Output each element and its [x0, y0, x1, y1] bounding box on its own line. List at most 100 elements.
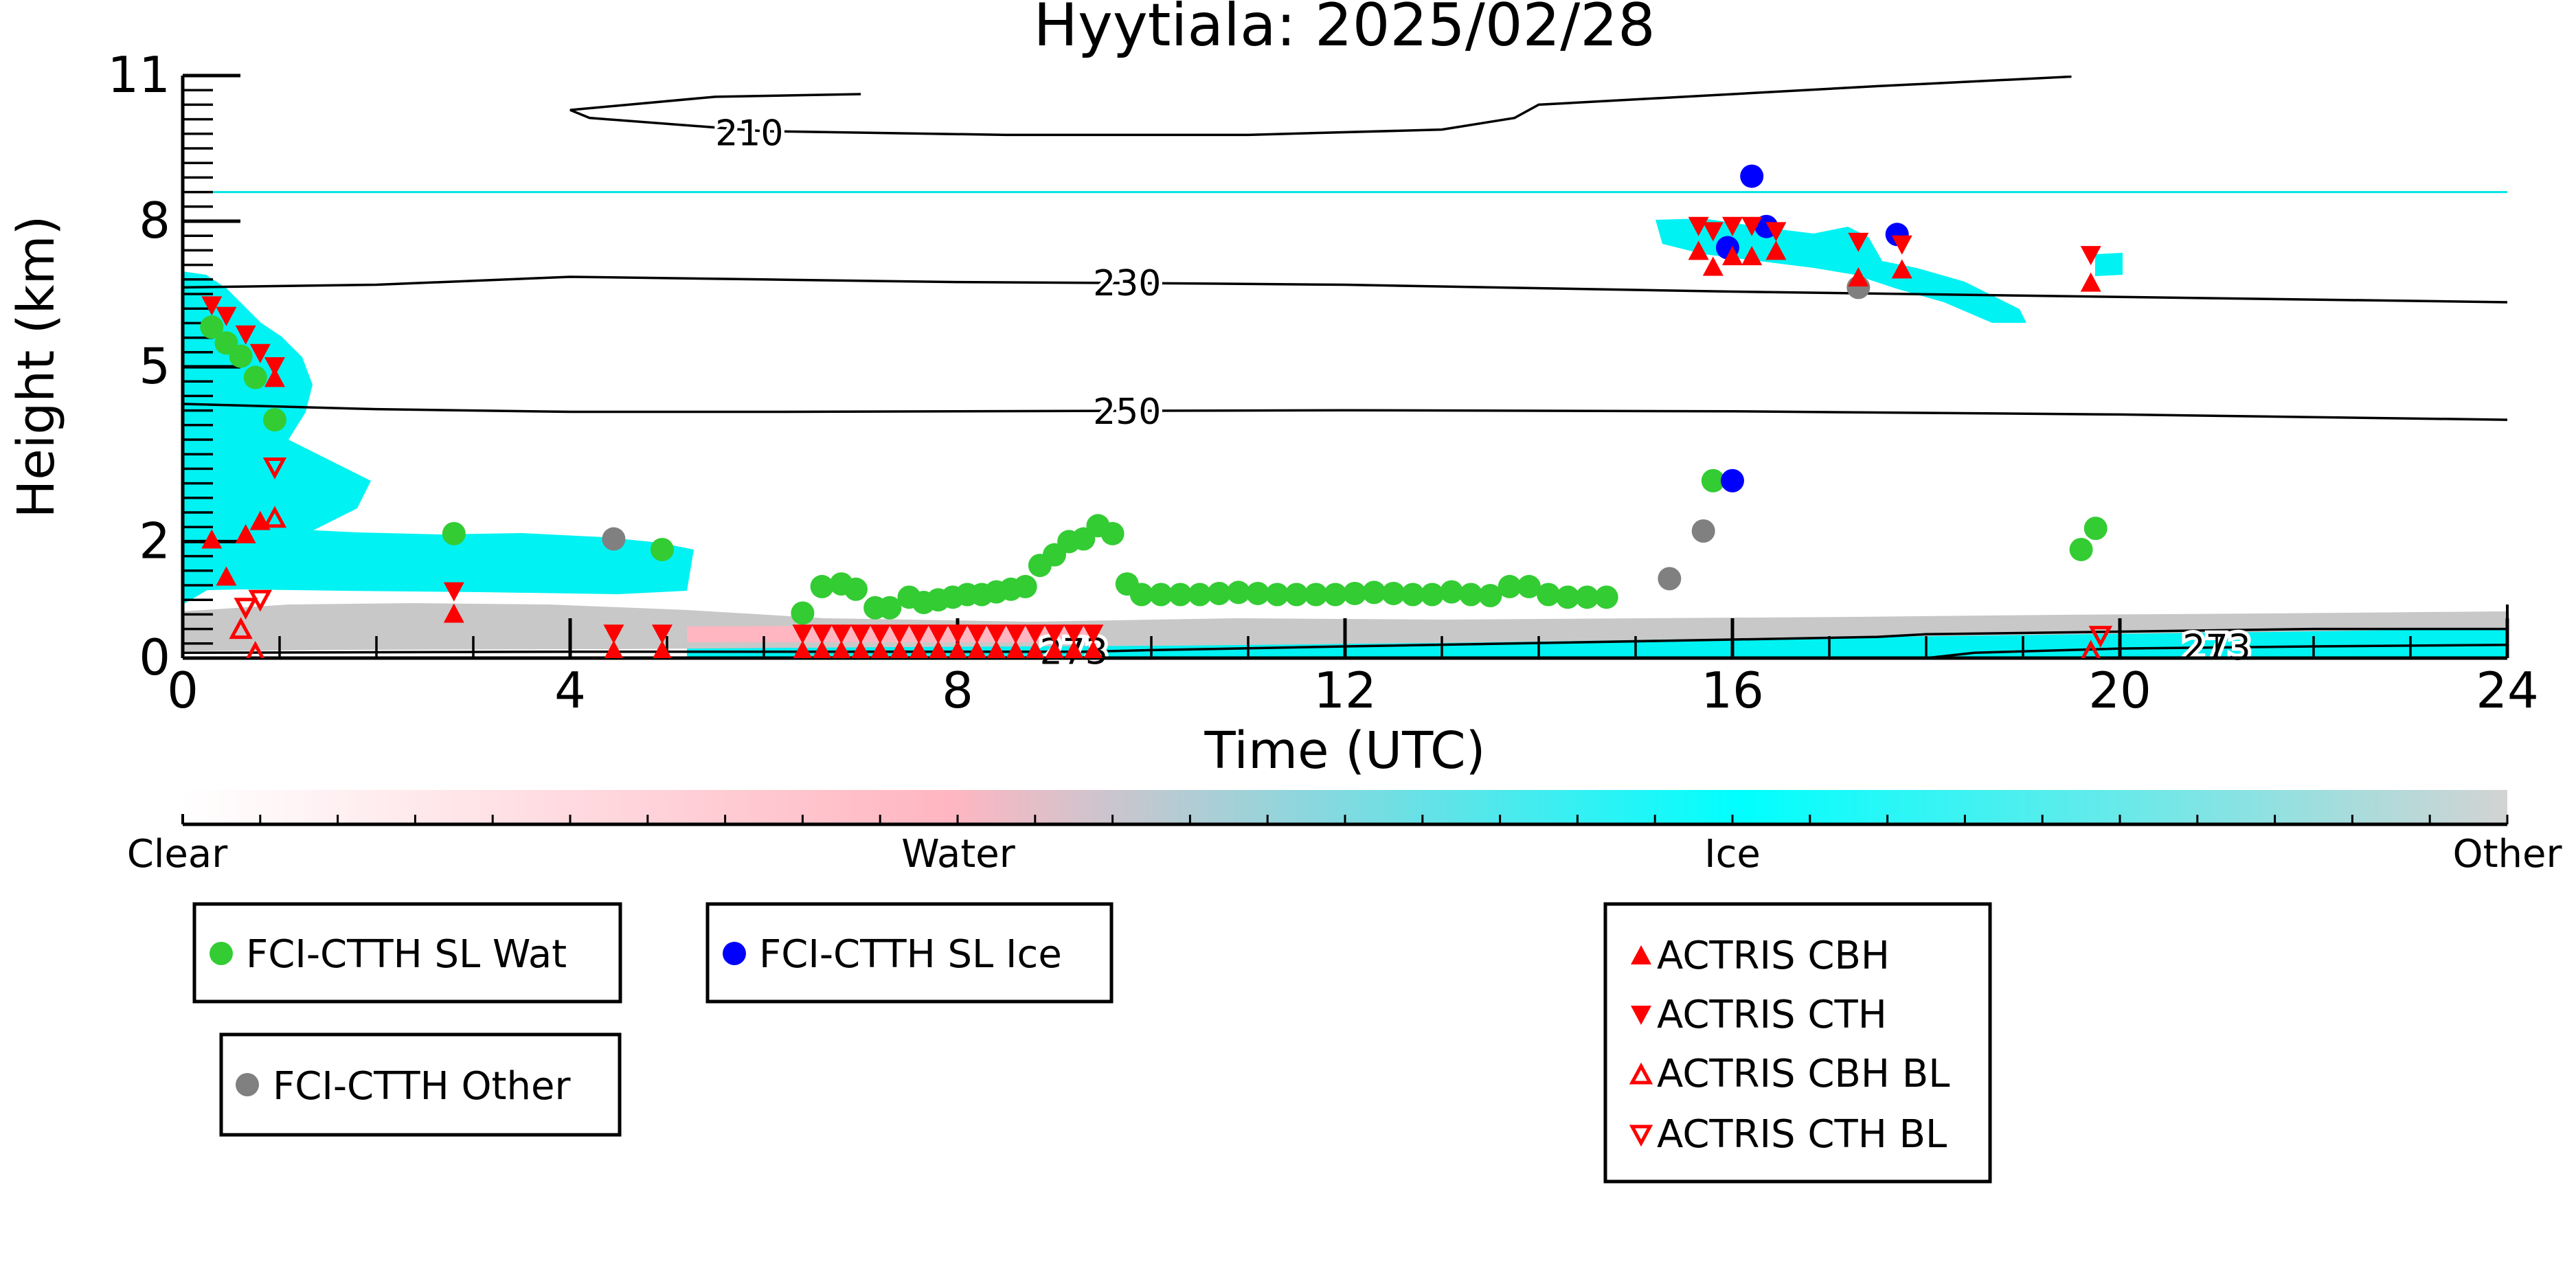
legend-label-sl-ice: FCI-CTTH SL Ice	[759, 932, 1062, 977]
fci-ctth-sl-wat-marker	[1537, 583, 1561, 607]
actris-cbh-marker	[870, 640, 890, 658]
x-tick-label: 24	[2476, 662, 2539, 719]
actris-cth-marker	[1063, 624, 1085, 644]
fci-ctth-sl-wat-marker	[1575, 585, 1599, 609]
contour-labels: 210230250273273	[712, 109, 2254, 676]
actris-cth-marker	[792, 624, 813, 644]
actris-cth-marker	[889, 624, 910, 644]
actris-cbh-marker	[1045, 640, 1064, 658]
legend-other: FCI-CTTH Other	[219, 1032, 622, 1137]
fci-ctth-sl-wat-marker	[1188, 583, 1212, 607]
fci-ctth-sl-wat-marker	[1459, 583, 1483, 607]
actris-cth-bl-marker	[262, 457, 287, 479]
fci-ctth-sl-wat-marker	[1701, 468, 1725, 493]
x-tick-label: 8	[942, 662, 973, 719]
fci-ctth-sl-wat-marker	[229, 344, 253, 368]
ice-region-right	[2095, 253, 2123, 276]
actris-cth-marker	[927, 624, 949, 644]
actris-cth-marker	[1024, 624, 1046, 644]
legend-marker-actris-cbh-bl	[1629, 1062, 1653, 1085]
actris-cbh-marker	[1741, 246, 1763, 266]
fci-ctth-sl-wat-marker	[1401, 583, 1425, 607]
fci-ctth-sl-wat-marker	[1013, 574, 1037, 598]
fci-ctth-sl-wat-marker	[1285, 583, 1309, 607]
actris-cth-marker	[235, 325, 256, 345]
x-tick-labels: 0 4 8 12 16 20 24	[167, 618, 2539, 719]
actris-cth-marker	[1005, 624, 1026, 644]
fci-ctth-sl-wat-marker	[1517, 574, 1541, 598]
actris-cth-marker	[831, 624, 852, 644]
actris-cbh-marker	[1702, 256, 1724, 276]
fci-ctth-other-marker	[602, 527, 626, 551]
actris-cbh-marker	[604, 640, 624, 658]
legend-label-actris-cbh-bl: ACTRIS CBH BL	[1657, 1052, 1950, 1096]
actris-cth-marker	[216, 306, 237, 326]
actris-cth-marker	[1848, 232, 1869, 252]
colorbar: Clear Water Ice Other	[127, 790, 2562, 877]
actris-cbh-marker	[201, 529, 223, 549]
ice-region-low-left-2	[183, 495, 694, 594]
fci-ctth-sl-wat-marker	[1323, 583, 1347, 607]
actris-cth-marker	[201, 296, 223, 316]
actris-cth-marker	[908, 624, 929, 644]
actris-cth-marker	[264, 357, 285, 376]
x-axis-label: Time (UTC)	[1204, 721, 1485, 780]
legend-marker-sl-wat	[210, 942, 233, 965]
actris-cbh-marker	[851, 640, 870, 658]
fci-ctth-sl-wat-marker	[791, 601, 815, 625]
actris-cbh-marker	[1891, 259, 1912, 279]
x-tick-label: 0	[167, 662, 199, 719]
fci-ctth-sl-wat-marker	[1362, 580, 1386, 605]
actris-cbh-marker	[1064, 640, 1083, 658]
y-tick-label: 5	[139, 337, 170, 395]
actris-cth-bl-marker	[234, 598, 258, 620]
fci-ctth-sl-wat-marker	[1168, 583, 1193, 607]
x-tick-label: 4	[554, 662, 586, 719]
actris-cbh-marker	[1006, 640, 1026, 658]
y-tick-label: 2	[139, 512, 170, 569]
actris-cbh-marker	[948, 640, 967, 658]
fci-ctth-sl-wat-marker	[1381, 581, 1405, 605]
actris-cbh-marker	[832, 640, 851, 658]
actris-cth-marker	[651, 624, 673, 644]
legend-box	[1603, 902, 1992, 1184]
actris-cth-marker	[1083, 624, 1104, 644]
fci-ctth-sl-wat-marker	[1265, 583, 1289, 607]
y-tick-label: 11	[107, 46, 170, 104]
actris-cbh-marker	[1026, 640, 1045, 658]
actris-cbh-marker	[264, 368, 285, 387]
actris-cbh-bl-marker	[2081, 640, 2101, 658]
contour-label: 250	[1093, 392, 1161, 433]
fci-ctth-sl-wat-marker	[2069, 537, 2093, 561]
colorbar-label-other: Other	[2452, 832, 2562, 877]
actris-cbh-marker	[2080, 272, 2101, 292]
fci-ctth-sl-wat-marker	[1498, 574, 1522, 598]
actris-cbh-marker	[1722, 246, 1743, 266]
actris-cth-marker	[1044, 624, 1065, 644]
actris-cth-marker	[443, 582, 464, 602]
actris-cbh-marker	[812, 640, 832, 658]
fci-ctth-sl-wat-marker	[1420, 583, 1444, 607]
x-tick-label: 12	[1313, 662, 1377, 719]
actris-cth-bl-marker	[248, 589, 272, 612]
legend-label-sl-wat: FCI-CTTH SL Wat	[246, 932, 567, 977]
fci-ctth-sl-wat-marker	[1246, 581, 1270, 605]
legend-label-other: FCI-CTTH Other	[273, 1064, 571, 1109]
fci-ctth-sl-wat-marker	[1556, 585, 1580, 609]
legend-box	[192, 902, 622, 1004]
actris-cth-marker	[1765, 222, 1787, 242]
actris-cbh-marker	[890, 640, 909, 658]
actris-cth-marker	[947, 624, 968, 644]
legend-sl-ice: FCI-CTTH SL Ice	[705, 902, 1114, 1004]
fci-ctth-sl-wat-marker	[2083, 517, 2108, 541]
actris-cbh-bl-marker	[229, 617, 253, 640]
fci-ctth-sl-wat-marker	[200, 315, 224, 339]
legend-sl-wat: FCI-CTTH SL Wat	[192, 902, 622, 1004]
fci-ctth-sl-wat-marker	[1207, 581, 1231, 605]
fci-ctth-sl-wat-marker	[650, 537, 674, 561]
fci-ctth-sl-wat-marker	[878, 596, 902, 620]
contour-line	[183, 275, 2507, 304]
fci-ctth-sl-wat-marker	[243, 365, 267, 389]
y-tick-label: 0	[139, 629, 170, 686]
actris-cbh-marker	[1083, 640, 1103, 658]
